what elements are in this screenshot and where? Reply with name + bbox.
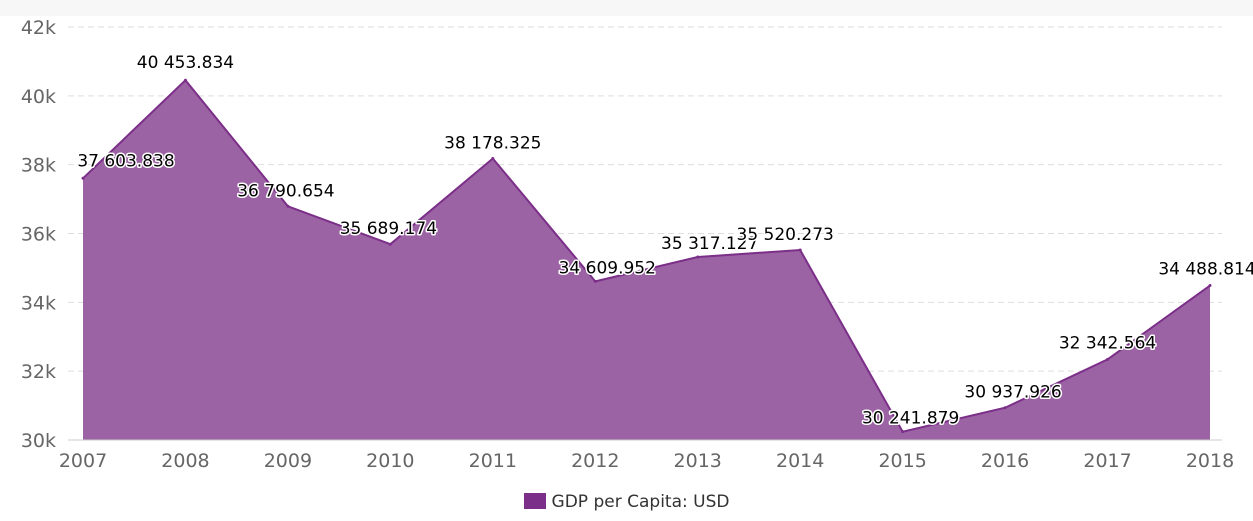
data-point: [696, 255, 700, 259]
chart-top-band: [0, 0, 1253, 16]
x-tick-label: 2011: [469, 450, 517, 472]
data-point: [1208, 284, 1212, 288]
data-label: 32 342.564: [1059, 333, 1156, 353]
y-tick-label: 40k: [21, 86, 56, 108]
data-label: 35 689.174: [340, 219, 437, 239]
x-tick-label: 2007: [59, 450, 107, 472]
legend[interactable]: GDP per Capita: USD: [0, 492, 1253, 512]
y-tick-label: 42k: [21, 17, 56, 39]
y-tick-label: 32k: [21, 361, 56, 383]
legend-swatch[interactable]: [523, 493, 546, 509]
data-point: [1106, 357, 1110, 361]
y-tick-label: 30k: [21, 430, 56, 452]
data-point: [286, 204, 290, 208]
axis-layer: 30k 32k 34k 36k 38k 40k 42k 2007 2008 2009 2010 201…: [21, 17, 1234, 472]
data-label: 40 453.834: [137, 53, 234, 73]
data-label: 38 178.325: [444, 134, 541, 154]
data-point: [593, 279, 597, 283]
x-tick-label: 2018: [1186, 450, 1234, 472]
data-label: 35 317.127: [661, 234, 758, 254]
data-label: 34 488.814: [1158, 260, 1253, 280]
data-label: 34 609.952: [559, 258, 656, 278]
legend-label[interactable]: GDP per Capita: USD: [551, 492, 730, 512]
x-tick-label: 2012: [571, 450, 619, 472]
data-point: [798, 248, 802, 252]
x-tick-label: 2017: [1083, 450, 1131, 472]
x-tick-label: 2010: [366, 450, 414, 472]
area-layer: [81, 78, 1212, 441]
y-tick-label: 38k: [21, 155, 56, 177]
x-tick-label: 2015: [878, 450, 926, 472]
x-tick-label: 2008: [161, 450, 209, 472]
x-tick-label: 2016: [981, 450, 1029, 472]
data-label: 37 603.838: [77, 151, 174, 171]
data-label-layer: 37 603.838 40 453.834 36 790.654 35 689.174…: [76, 52, 1253, 430]
data-label: 36 790.654: [237, 181, 334, 201]
data-point: [901, 430, 905, 434]
data-label: 30 937.926: [964, 383, 1061, 403]
data-point: [491, 157, 495, 161]
series-line: [82, 78, 1211, 433]
data-point: [1003, 406, 1007, 410]
y-tick-label: 34k: [21, 292, 56, 314]
data-label: 35 520.273: [737, 225, 834, 245]
data-point: [183, 78, 187, 82]
x-tick-label: 2009: [264, 450, 312, 472]
data-point: [388, 242, 392, 246]
y-tick-label: 36k: [21, 224, 56, 246]
x-tick-label: 2013: [674, 450, 722, 472]
x-tick-label: 2014: [776, 450, 824, 472]
data-label: 30 241.879: [862, 409, 959, 429]
data-point: [81, 176, 85, 180]
series-area: [83, 80, 1210, 441]
